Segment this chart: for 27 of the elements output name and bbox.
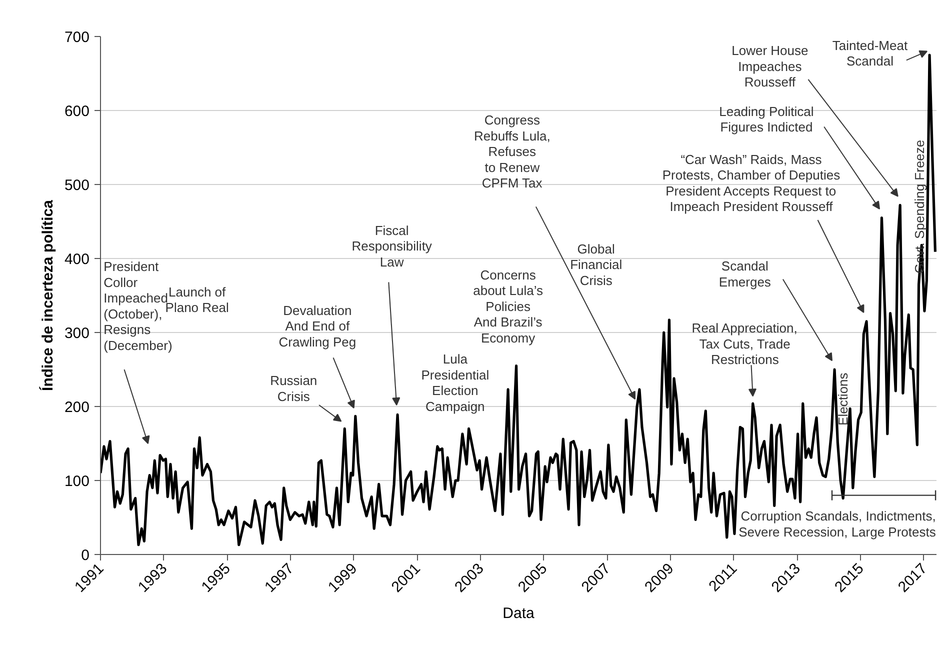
annotation: Scandal Emerges — [718, 258, 772, 290]
annotation: Congress Rebuffs Lula, Refuses to Renew CPFM Tax — [474, 112, 550, 191]
annotation: Devaluation And End of Crawling Peg — [278, 302, 356, 350]
y-axis-title: Índice de incerteza política — [38, 199, 56, 391]
annotation: Tainted-Meat Scandal — [832, 38, 908, 69]
annotation: Elections — [836, 372, 851, 426]
annotation: Real Appreciation, Tax Cuts, Trade Restrictions — [692, 320, 798, 368]
annotation: Lower House Impeaches Rousseff — [732, 43, 808, 90]
annotation: Leading Political Figures Indicted — [719, 104, 814, 135]
annotation: Corruption Scandals, Indictments, Severe Recession, Large Protests — [738, 508, 936, 540]
y-tick-label: 200 — [64, 399, 90, 416]
x-axis-title: Data — [502, 604, 535, 622]
annotation: Lula Presidential Election Campaign — [421, 352, 490, 414]
y-tick-label: 700 — [64, 29, 90, 46]
y-tick-label: 100 — [64, 473, 90, 490]
annotation: Govt. Spending Freeze — [912, 140, 928, 274]
annotation: Fiscal Responsibility Law — [352, 222, 432, 270]
annotation: Russian Crisis — [270, 373, 318, 404]
annotation: “Car Wash” Raids, Mass Protests, Chamber of Deputies President Accepts Request to Impeach President Rousseff — [662, 152, 841, 214]
annotation: Concerns about Lula’s Policies And Brazil’s Economy — [473, 267, 544, 346]
y-tick-label: 400 — [64, 251, 90, 268]
y-tick-label: 500 — [64, 177, 90, 194]
y-tick-label: 600 — [64, 103, 90, 120]
y-tick-label: 300 — [64, 325, 90, 342]
annotation: Global Financial Crisis — [570, 241, 622, 288]
line-series — [100, 54, 936, 546]
y-tick-label: 0 — [81, 547, 90, 564]
